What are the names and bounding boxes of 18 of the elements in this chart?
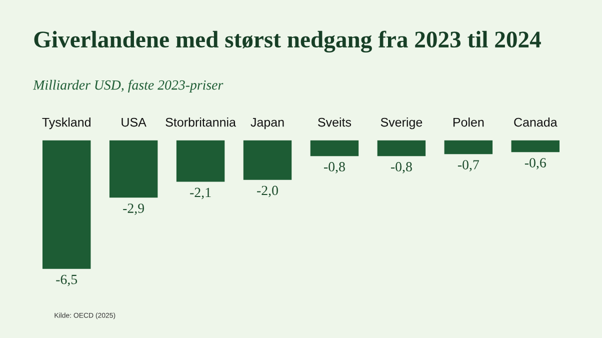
data-label: -6,5 <box>56 274 78 286</box>
data-label: -0,8 <box>390 162 412 174</box>
data-label: -0,8 <box>324 162 345 174</box>
x-tick-label: USA <box>122 118 146 127</box>
data-label: -2,9 <box>123 204 144 215</box>
x-tick-label: Tyskland <box>42 118 90 130</box>
x-tick-label: Sveits <box>318 118 352 127</box>
x-tick-label: Storbritannia <box>166 118 236 127</box>
chart-subtitle: Milliarder USD, faste 2023-priser <box>32 80 224 93</box>
data-label: -0,6 <box>524 158 546 170</box>
x-tick-label: Japan <box>250 118 284 130</box>
x-tick-label: Polen <box>453 118 484 127</box>
chart-title: Giverlandene med størst nedgang fra 2023 til 2024 <box>34 30 541 53</box>
x-tick-label: Canada <box>514 118 558 127</box>
data-label: -0,7 <box>458 160 480 172</box>
data-label: -2,0 <box>257 186 278 198</box>
data-label: -2,1 <box>190 188 211 200</box>
x-tick-label: Sverige <box>380 118 422 130</box>
